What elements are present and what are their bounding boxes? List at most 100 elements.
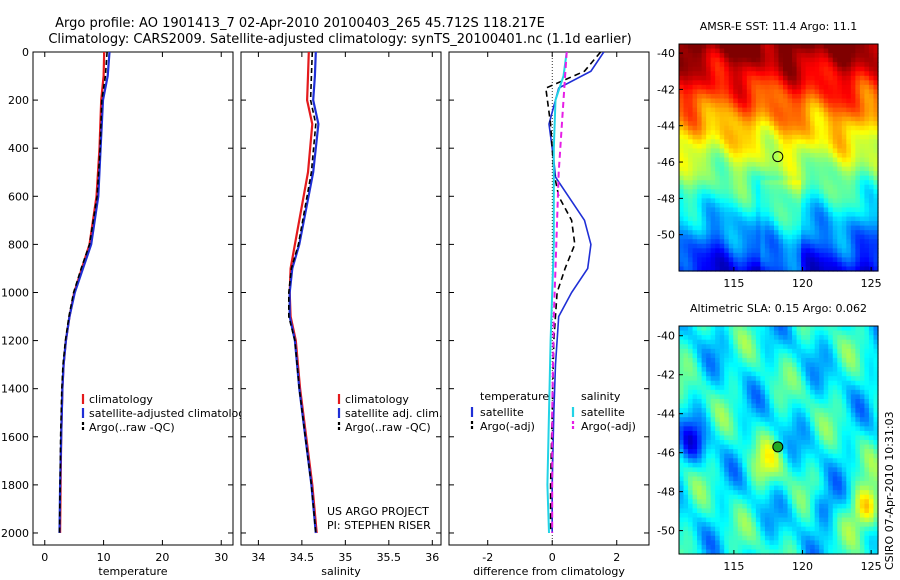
heatmap-cell xyxy=(764,143,771,150)
heatmap-cell xyxy=(688,544,694,551)
heatmap-cell xyxy=(846,257,852,263)
heatmap-cell xyxy=(746,408,752,414)
heatmap-cell xyxy=(751,221,757,227)
heatmap-cell xyxy=(796,171,802,177)
heatmap-cell xyxy=(805,403,811,409)
heatmap-cell xyxy=(801,62,807,68)
heatmap-cell xyxy=(792,357,798,364)
heatmap-cell xyxy=(801,107,807,113)
heatmap-cell xyxy=(728,98,734,104)
heatmap-cell xyxy=(710,449,716,455)
heatmap-cell xyxy=(764,462,771,468)
heatmap-cell xyxy=(755,348,762,354)
heatmap-cell xyxy=(773,53,780,59)
heatmap-cell xyxy=(873,458,879,464)
argo-float-marker xyxy=(772,151,784,163)
heatmap-cell xyxy=(733,139,739,145)
heatmap-cell xyxy=(810,252,816,258)
heatmap-cell xyxy=(828,421,834,427)
heatmap-cell xyxy=(733,508,739,514)
heatmap-cell xyxy=(715,453,721,459)
heatmap-cell xyxy=(805,139,811,145)
heatmap-cell xyxy=(819,130,825,136)
heatmap-cell xyxy=(864,430,870,437)
heatmap-cell xyxy=(864,339,870,345)
heatmap-cell xyxy=(733,66,739,72)
heatmap-cell xyxy=(828,535,834,541)
heatmap-cell xyxy=(751,458,757,464)
heatmap-cell xyxy=(742,225,748,231)
heatmap-cell xyxy=(688,517,694,523)
heatmap-cell xyxy=(719,344,725,350)
heatmap-cell xyxy=(755,252,762,258)
heatmap-cell xyxy=(810,48,816,54)
heatmap-cell xyxy=(837,508,843,514)
heatmap-cell xyxy=(773,216,780,222)
heatmap-cell xyxy=(792,471,798,478)
heatmap-cell xyxy=(819,508,825,514)
heatmap-cell xyxy=(769,134,775,140)
heatmap-cell xyxy=(737,371,743,377)
heatmap-cell xyxy=(755,148,762,154)
heatmap-cell xyxy=(773,517,780,523)
heatmap-cell xyxy=(724,62,730,68)
heatmap-cell xyxy=(859,125,866,131)
heatmap-cell xyxy=(828,261,834,268)
heatmap-cell xyxy=(792,335,798,341)
heatmap-cell xyxy=(868,512,875,519)
heatmap-cell xyxy=(810,453,816,459)
heatmap-cell xyxy=(742,252,748,258)
heatmap-cell xyxy=(841,80,847,86)
heatmap-cell xyxy=(855,189,861,195)
heatmap-cell xyxy=(873,48,879,54)
heatmap-cell xyxy=(715,417,721,423)
heatmap-cell xyxy=(769,257,775,263)
heatmap-cell xyxy=(724,57,730,63)
heatmap-cell xyxy=(719,125,725,131)
heatmap-cell xyxy=(755,435,762,441)
heatmap-cell xyxy=(819,139,825,145)
heatmap-cell xyxy=(801,116,807,122)
heatmap-cell xyxy=(792,517,798,523)
heatmap-cell xyxy=(755,166,762,172)
heatmap-cell xyxy=(728,157,734,163)
heatmap-cell xyxy=(787,180,793,186)
heatmap-cell xyxy=(764,449,771,455)
heatmap-cell xyxy=(679,430,685,437)
heatmap-cell xyxy=(823,148,829,154)
heatmap-cell xyxy=(859,339,866,345)
heatmap-cell xyxy=(755,225,762,231)
heatmap-cell xyxy=(724,166,730,172)
heatmap-cell xyxy=(724,376,730,382)
heatmap-cell xyxy=(868,171,875,177)
heatmap-cell xyxy=(697,458,703,464)
heatmap-cell xyxy=(796,175,802,181)
heatmap-cell xyxy=(837,494,843,500)
heatmap-cell xyxy=(755,139,762,145)
heatmap-cell xyxy=(679,107,685,113)
heatmap-cell xyxy=(868,403,875,409)
heatmap-cell xyxy=(792,476,798,482)
heatmap-cell xyxy=(801,403,807,409)
heatmap-cell xyxy=(724,107,730,113)
heatmap-cell xyxy=(859,162,866,168)
heatmap-cell xyxy=(710,467,716,473)
heatmap-cell xyxy=(783,134,789,140)
heatmap-cell xyxy=(814,62,820,68)
heatmap-cell xyxy=(697,130,703,136)
heatmap-cell xyxy=(683,175,689,181)
heatmap-cell xyxy=(805,453,811,459)
heatmap-cell xyxy=(701,344,707,350)
heatmap-cell xyxy=(679,184,685,190)
heatmap-cell xyxy=(832,544,838,551)
heatmap-cell xyxy=(841,371,847,377)
heatmap-cell xyxy=(805,116,811,122)
heatmap-cell xyxy=(832,202,838,209)
heatmap-cell xyxy=(801,53,807,59)
heatmap-cell xyxy=(864,453,870,459)
heatmap-cell xyxy=(697,184,703,190)
heatmap-cell xyxy=(814,481,820,487)
heatmap-cell xyxy=(814,239,820,245)
heatmap-cell xyxy=(873,66,879,72)
heatmap-cell xyxy=(683,98,689,104)
